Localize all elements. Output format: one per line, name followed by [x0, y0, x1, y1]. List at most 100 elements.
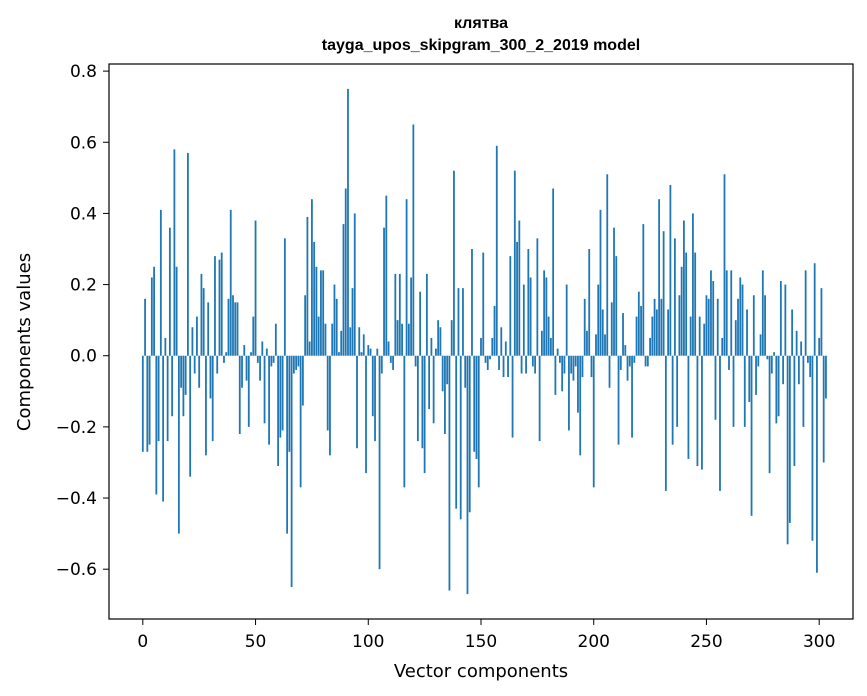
bar-89: [342, 224, 345, 356]
bar-166: [516, 241, 518, 356]
bar-189: [568, 355, 570, 431]
bar-221: [640, 305, 642, 356]
bar-132: [439, 327, 442, 356]
bar-296: [809, 355, 812, 378]
bar-177: [540, 330, 543, 356]
bar-110: [389, 355, 392, 363]
bar-36: [223, 355, 225, 363]
bar-149: [477, 355, 480, 488]
bar-7: [157, 355, 160, 442]
bar-126: [425, 273, 428, 356]
bar-288: [791, 309, 794, 356]
bar-46: [245, 355, 248, 381]
bar-47: [247, 355, 250, 427]
bar-283: [779, 281, 782, 356]
bar-285: [784, 284, 787, 356]
bar-302: [822, 355, 825, 463]
x-tick-label: 50: [245, 632, 267, 652]
bar-157: [495, 145, 498, 356]
bar-83: [329, 355, 331, 456]
bar-21: [189, 355, 192, 477]
bar-135: [446, 355, 449, 385]
bar-200: [592, 355, 595, 488]
bar-260: [728, 355, 730, 370]
bar-180: [547, 316, 550, 356]
bar-103: [374, 355, 376, 442]
bar-37: [225, 352, 228, 356]
bar-217: [631, 355, 633, 438]
y-axis: −0.6 −0.4 −0.2 0.0 0.2 0.4 0.6 0.8: [56, 62, 109, 580]
bar-1: [144, 298, 146, 356]
bar-172: [529, 277, 532, 356]
bar-27: [202, 288, 205, 356]
bar-3: [148, 355, 151, 445]
bar-235: [671, 355, 674, 445]
bar-194: [579, 355, 582, 456]
bar-234: [669, 184, 672, 356]
bar-153: [486, 355, 489, 370]
bar-175: [536, 238, 539, 356]
bar-160: [502, 355, 505, 378]
bar-303: [825, 355, 827, 399]
bar-164: [511, 355, 514, 438]
y-tick-label: 0.8: [70, 62, 97, 82]
bar-84: [331, 323, 334, 356]
x-tick-label: 200: [578, 632, 610, 652]
bar-64: [286, 355, 289, 534]
bar-54: [263, 355, 266, 424]
bar-10: [164, 337, 167, 356]
bar-57: [270, 355, 273, 367]
bar-53: [261, 341, 264, 356]
y-tick-label: 0.0: [70, 347, 97, 367]
bar-127: [428, 355, 431, 410]
bar-18: [182, 355, 185, 417]
bar-6: [155, 355, 158, 495]
bar-227: [653, 298, 656, 356]
bar-228: [655, 309, 658, 356]
bar-75: [311, 199, 313, 356]
bar-244: [692, 213, 694, 356]
bar-286: [786, 355, 789, 545]
bar-291: [797, 355, 800, 385]
bar-258: [723, 174, 726, 356]
bar-31: [211, 355, 214, 442]
bar-279: [770, 355, 773, 374]
bar-82: [326, 355, 329, 431]
bar-68: [295, 355, 298, 370]
bar-32: [214, 256, 216, 356]
bar-245: [694, 252, 697, 356]
bar-91: [347, 88, 349, 356]
bar-30: [209, 355, 212, 399]
bar-223: [644, 355, 647, 367]
bar-199: [590, 355, 593, 378]
bar-178: [543, 270, 546, 356]
bar-165: [513, 170, 516, 356]
bar-79: [320, 270, 322, 356]
bar-241: [685, 252, 688, 356]
bar-series: [141, 88, 827, 595]
bar-170: [525, 355, 527, 374]
bar-62: [281, 355, 284, 431]
bar-72: [304, 295, 307, 356]
bar-155: [491, 337, 494, 356]
bar-66: [290, 355, 293, 587]
bar-106: [380, 355, 383, 374]
bar-174: [534, 355, 537, 374]
bar-114: [398, 273, 401, 356]
bar-173: [531, 355, 534, 367]
bar-261: [730, 270, 733, 356]
bar-273: [757, 355, 760, 367]
bar-201: [595, 334, 597, 356]
bar-220: [637, 291, 640, 356]
bar-140: [457, 288, 460, 356]
bar-24: [196, 316, 198, 356]
bar-226: [651, 316, 654, 356]
bar-206: [606, 174, 609, 356]
bar-257: [721, 337, 724, 356]
bar-249: [703, 323, 706, 356]
bar-193: [577, 355, 579, 413]
bar-183: [554, 355, 557, 395]
bar-41: [234, 302, 237, 356]
x-tick-label: 250: [690, 632, 722, 652]
bar-274: [759, 334, 762, 356]
